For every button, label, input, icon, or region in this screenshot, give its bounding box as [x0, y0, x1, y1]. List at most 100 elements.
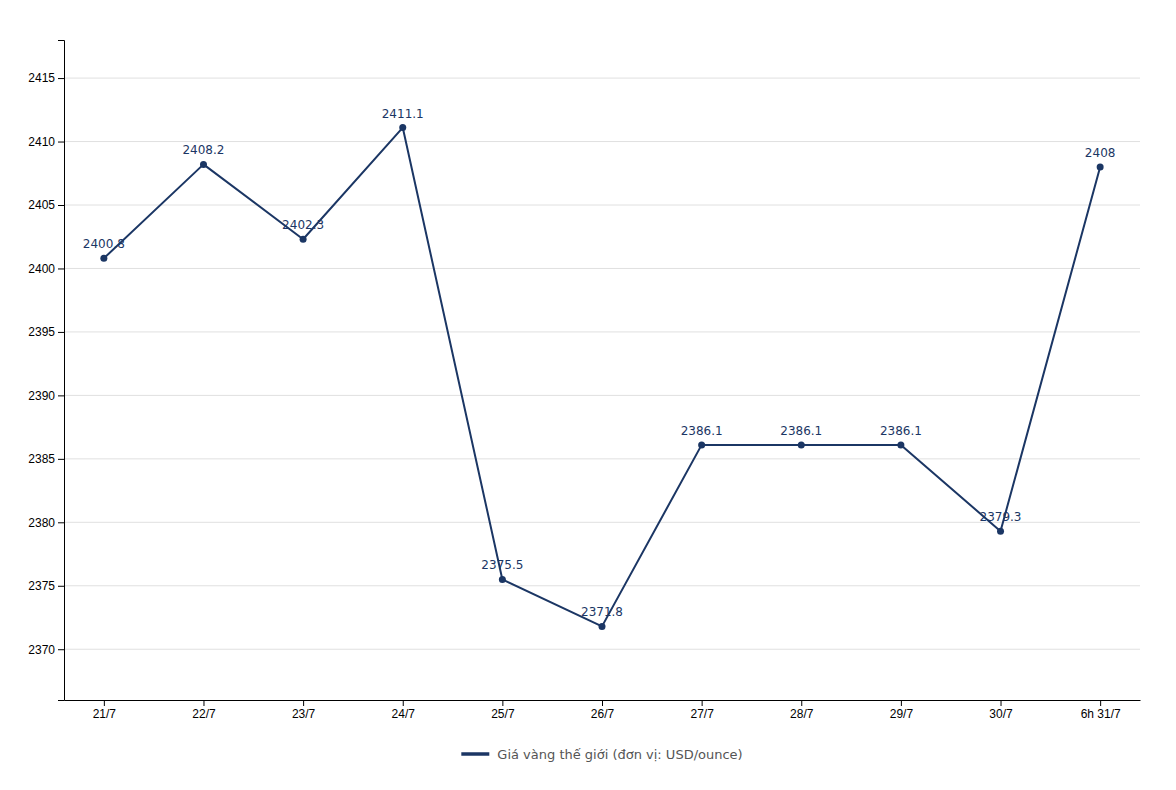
- data-label: 2408: [1085, 146, 1116, 160]
- legend-item: Giá vàng thế giới (đơn vị: USD/ounce): [461, 747, 742, 762]
- y-tick-label: 2405: [28, 198, 55, 212]
- grid: [64, 78, 1140, 649]
- y-tick-label: 2410: [28, 135, 55, 149]
- legend: Giá vàng thế giới (đơn vị: USD/ounce): [461, 747, 742, 762]
- y-tick-label: 2400: [28, 262, 55, 276]
- grid-line: [64, 649, 1140, 650]
- grid-line: [64, 205, 1140, 206]
- data-label: 2400.8: [83, 237, 125, 251]
- grid-line: [64, 331, 1140, 332]
- y-tick-mark: [58, 649, 64, 650]
- point: [599, 623, 606, 630]
- x-tick-label: 22/7: [192, 707, 216, 721]
- data-label: 2371.8: [581, 605, 623, 619]
- x-tick-mark: [702, 700, 703, 706]
- line: [104, 128, 1100, 627]
- data-label: 2379.3: [980, 510, 1022, 524]
- x-tick-mark: [303, 700, 304, 706]
- data-label: 2408.2: [182, 143, 224, 157]
- point: [399, 124, 406, 131]
- x-tick: 30/7: [989, 700, 1013, 721]
- data-label: 2386.1: [681, 424, 723, 438]
- point: [499, 576, 506, 583]
- x-tick-mark: [801, 700, 802, 706]
- point: [300, 236, 307, 243]
- grid-line: [64, 141, 1140, 142]
- x-tick: 27/7: [690, 700, 714, 721]
- y-tick-mark: [58, 459, 64, 460]
- y-tick-label: 2380: [28, 516, 55, 530]
- point: [897, 441, 904, 448]
- x-tick-label: 6h 31/7: [1081, 707, 1121, 721]
- data-label: 2402.3: [282, 218, 324, 232]
- y-tick-label: 2390: [28, 389, 55, 403]
- chart: 2370 2375 2380 2385 2390 2395 2400 2405 2410 2415…: [0, 0, 1176, 790]
- plot: 2370 2375 2380 2385 2390 2395 2400 2405 2410 2415…: [28, 41, 1140, 721]
- x-tick-label: 25/7: [491, 707, 515, 721]
- x-tick-mark: [403, 700, 404, 706]
- x-tick-label: 26/7: [591, 707, 615, 721]
- grid-line: [64, 78, 1140, 79]
- x-tick-mark: [1100, 700, 1101, 706]
- point: [798, 441, 805, 448]
- legend-swatch: [461, 752, 489, 756]
- x-tick: 24/7: [392, 700, 416, 721]
- y-tick-mark: [58, 268, 64, 269]
- x-tick-label: 21/7: [93, 707, 117, 721]
- y-tick-label: 2375: [28, 579, 55, 593]
- x-axis: 21/7 22/7 23/7 24/7 25/7 26/7 27/7 28/7 29/7 30/7…: [65, 700, 1141, 721]
- data-labels: 2400.8 2408.2 2402.3 2411.1 2375.5 2371.8 2386…: [83, 107, 1116, 620]
- x-tick: 26/7: [591, 700, 615, 721]
- x-tick: 29/7: [890, 700, 914, 721]
- data-label: 2386.1: [880, 424, 922, 438]
- y-tick-mark: [58, 332, 64, 333]
- x-tick-mark: [602, 700, 603, 706]
- x-tick-label: 30/7: [989, 707, 1013, 721]
- y-tick-label: 2385: [28, 452, 55, 466]
- grid-line: [64, 458, 1140, 459]
- point: [1097, 163, 1104, 170]
- x-tick-mark: [203, 700, 204, 706]
- grid-line: [64, 268, 1140, 269]
- x-tick: 28/7: [790, 700, 814, 721]
- x-tick: 25/7: [491, 700, 515, 721]
- y-tick: 2385: [28, 452, 64, 466]
- data-label: 2411.1: [382, 107, 424, 121]
- y-tick-mark: [58, 522, 64, 523]
- x-tick: 23/7: [292, 700, 316, 721]
- y-tick: 2370: [28, 643, 64, 657]
- y-tick: 2390: [28, 389, 64, 403]
- legend-label: Giá vàng thế giới (đơn vị: USD/ounce): [497, 747, 742, 762]
- point: [200, 161, 207, 168]
- x-tick-label: 24/7: [392, 707, 416, 721]
- y-tick-label: 2415: [28, 71, 55, 85]
- data-label: 2386.1: [780, 424, 822, 438]
- y-tick-mark: [58, 205, 64, 206]
- point: [698, 441, 705, 448]
- y-axis: 2370 2375 2380 2385 2390 2395 2400 2405 2410 2415: [28, 41, 64, 701]
- grid-line: [64, 585, 1140, 586]
- x-tick-label: 27/7: [690, 707, 714, 721]
- y-tick-mark: [58, 142, 64, 143]
- x-tick-mark: [1001, 700, 1002, 706]
- y-tick-mark: [58, 586, 64, 587]
- x-tick: 22/7: [192, 700, 216, 721]
- point: [997, 528, 1004, 535]
- x-tick-label: 23/7: [292, 707, 316, 721]
- y-tick-label: 2395: [28, 325, 55, 339]
- y-tick: 2405: [28, 198, 64, 212]
- x-tick-mark: [104, 700, 105, 706]
- x-tick: 21/7: [93, 700, 117, 721]
- x-tick-mark: [901, 700, 902, 706]
- y-tick: 2375: [28, 579, 64, 593]
- y-tick: 2395: [28, 325, 64, 339]
- y-tick: 2415: [28, 71, 64, 85]
- x-tick-label: 29/7: [890, 707, 914, 721]
- y-tick-mark: [58, 395, 64, 396]
- y-tick: 2410: [28, 135, 64, 149]
- y-tick-label: 2370: [28, 643, 55, 657]
- y-axis-line: [58, 41, 65, 701]
- grid-line: [64, 395, 1140, 396]
- y-tick: 2400: [28, 262, 64, 276]
- data-label: 2375.5: [481, 558, 523, 572]
